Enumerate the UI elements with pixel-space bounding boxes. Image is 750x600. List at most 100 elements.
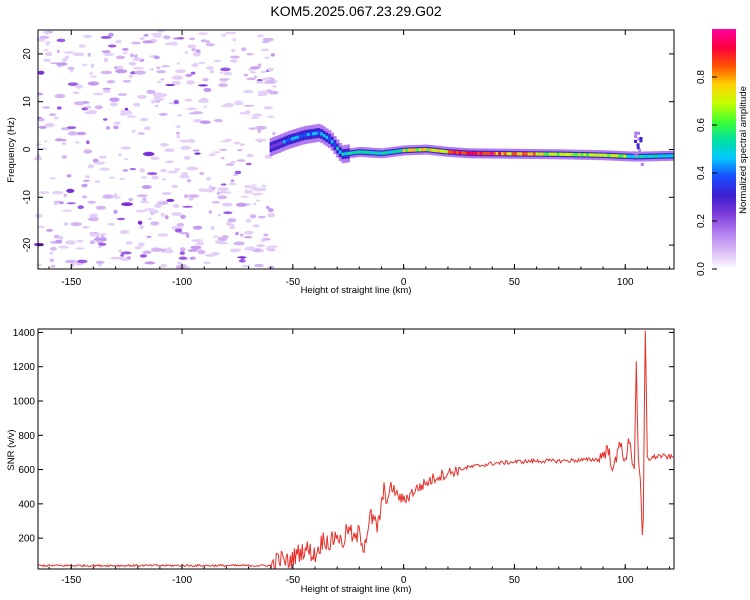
noise-cell (160, 263, 167, 268)
noise-cell (53, 200, 64, 203)
ridge-burst (640, 162, 644, 166)
ridge-core (291, 137, 295, 141)
ridge-burst (637, 131, 640, 135)
noise-cell (186, 80, 195, 85)
ridge-burst (636, 146, 640, 150)
noise-cell (115, 55, 125, 60)
noise-cell (253, 202, 257, 206)
noise-cell (186, 233, 190, 238)
noise-cell (87, 200, 96, 204)
ridge-core (556, 152, 561, 156)
ridge-core (509, 152, 513, 156)
noise-cell (190, 71, 196, 75)
noise-cell (257, 129, 262, 133)
y-tick-label: 1400 (13, 328, 36, 339)
noise-cell (122, 52, 128, 55)
noise-cell (36, 263, 42, 267)
ridge-core (498, 152, 502, 156)
noise-cell (220, 67, 231, 72)
noise-cell (63, 193, 67, 197)
noise-cell (87, 52, 91, 57)
colorbar: 0.0 0.2 0.4 0.6 0.8 Normalized spectral ampl… (696, 29, 749, 276)
noise-cell (138, 242, 145, 247)
noise-cell (150, 247, 163, 252)
noise-cell (98, 155, 107, 159)
noise-cell (119, 230, 130, 234)
noise-cell (176, 134, 180, 139)
noise-cell (82, 195, 87, 199)
noise-cell (180, 145, 192, 150)
noise-cell (42, 106, 51, 109)
ridge-core (378, 151, 382, 155)
noise-cell (76, 239, 84, 243)
noise-cell (197, 250, 206, 255)
noise-cell (262, 187, 267, 191)
noise-cell (94, 105, 103, 110)
noise-cell (208, 153, 216, 157)
ridge-core (333, 143, 337, 147)
noise-cell (263, 233, 269, 237)
noise-cell (38, 225, 45, 229)
noise-cell (117, 217, 126, 221)
noise-cell (49, 251, 54, 255)
noise-cell (255, 81, 265, 84)
noise-cell (171, 75, 184, 80)
noise-cell (272, 131, 276, 136)
noise-cell (143, 126, 151, 131)
ridge-core (623, 154, 627, 158)
noise-cell (210, 69, 214, 74)
noise-cell (221, 104, 229, 108)
noise-cell (63, 51, 76, 54)
colorbar-tick-label: 0.6 (696, 118, 707, 132)
noise-cell (230, 179, 235, 183)
noise-cell (259, 249, 264, 253)
noise-cell (120, 251, 132, 255)
ridge-core (514, 152, 518, 156)
noise-cell (120, 253, 124, 257)
noise-cell (254, 138, 267, 142)
noise-cell (256, 79, 263, 82)
noise-cell (245, 218, 251, 223)
noise-cell (265, 246, 275, 251)
ridge-core (437, 149, 441, 153)
ridge-core (381, 151, 385, 155)
y-tick-label: 20 (22, 48, 33, 60)
noise-cell (230, 249, 240, 253)
ridge-core (408, 148, 412, 152)
ridge-core (477, 151, 481, 155)
ridge-core (660, 154, 664, 158)
noise-cell (230, 223, 235, 228)
noise-cell (187, 249, 198, 252)
noise-cell (56, 62, 68, 66)
noise-cell (102, 88, 111, 93)
ridge-core (610, 154, 614, 158)
noise-cell (208, 184, 212, 189)
noise-cell (153, 55, 160, 60)
noise-cell (103, 118, 108, 121)
noise-cell (121, 47, 129, 51)
noise-cell (219, 79, 228, 83)
ridge-core (434, 149, 438, 153)
ridge-core (283, 140, 287, 144)
noise-cell (216, 191, 221, 195)
noise-cell (218, 83, 228, 88)
ridge-core (322, 134, 327, 138)
noise-cell (75, 84, 84, 89)
noise-cell (131, 129, 136, 133)
noise-cell (244, 185, 253, 189)
snr-y-label: SNR (v/v) (6, 429, 17, 470)
ridge-core (551, 152, 555, 156)
ridge-core (583, 153, 587, 157)
ridge-core (501, 152, 505, 156)
noise-cell (75, 131, 87, 136)
noise-cell (233, 102, 244, 106)
ridge-core (338, 150, 342, 154)
noise-cell (225, 163, 235, 166)
noise-cell (180, 214, 186, 219)
noise-cell (95, 260, 105, 264)
noise-cell (67, 82, 79, 86)
noise-cell (203, 261, 211, 265)
noise-cell (171, 184, 179, 189)
ridge-burst (637, 137, 641, 141)
snr-x-label: Height of straight line (km) (301, 584, 412, 595)
